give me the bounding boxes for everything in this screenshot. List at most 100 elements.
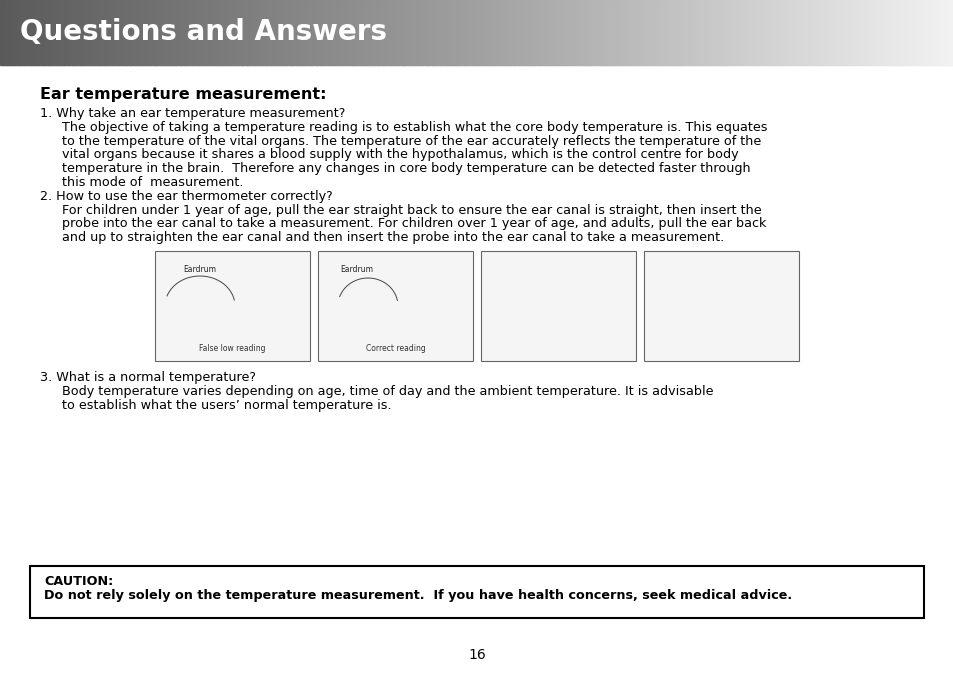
Bar bbox=[720, 0, 723, 65]
Bar bbox=[178, 0, 182, 65]
Bar bbox=[524, 0, 528, 65]
Bar bbox=[233, 0, 237, 65]
Bar bbox=[801, 0, 804, 65]
Bar bbox=[677, 0, 680, 65]
Bar bbox=[355, 0, 358, 65]
Bar bbox=[621, 0, 625, 65]
Bar bbox=[574, 0, 578, 65]
Bar bbox=[729, 0, 733, 65]
Bar bbox=[588, 0, 592, 65]
Bar bbox=[631, 0, 635, 65]
Bar bbox=[764, 0, 768, 65]
Bar bbox=[586, 0, 590, 65]
Bar bbox=[853, 0, 857, 65]
Bar bbox=[254, 0, 258, 65]
Bar bbox=[593, 0, 597, 65]
Bar bbox=[400, 0, 404, 65]
Bar bbox=[888, 0, 892, 65]
Bar bbox=[148, 0, 152, 65]
Bar bbox=[231, 0, 234, 65]
Bar bbox=[351, 0, 354, 65]
Bar bbox=[712, 0, 716, 65]
Bar bbox=[869, 0, 873, 65]
Bar bbox=[643, 0, 647, 65]
Bar bbox=[902, 0, 906, 65]
Bar bbox=[257, 0, 261, 65]
Bar bbox=[381, 0, 385, 65]
Bar bbox=[5, 0, 9, 65]
Bar bbox=[250, 0, 253, 65]
Bar bbox=[726, 0, 730, 65]
Bar bbox=[636, 0, 639, 65]
Bar bbox=[214, 0, 218, 65]
Bar bbox=[865, 0, 868, 65]
Bar bbox=[57, 0, 61, 65]
Bar bbox=[294, 0, 296, 65]
Bar bbox=[88, 0, 91, 65]
Bar bbox=[779, 0, 782, 65]
Bar bbox=[29, 0, 32, 65]
Bar bbox=[845, 0, 849, 65]
Bar bbox=[464, 0, 468, 65]
Bar bbox=[862, 0, 866, 65]
Text: 16: 16 bbox=[468, 648, 485, 662]
Bar bbox=[696, 0, 700, 65]
Bar bbox=[860, 0, 863, 65]
Bar bbox=[443, 0, 447, 65]
Bar bbox=[807, 0, 811, 65]
Bar bbox=[226, 0, 230, 65]
Bar bbox=[791, 0, 795, 65]
Bar bbox=[802, 0, 806, 65]
Bar bbox=[157, 0, 161, 65]
Bar bbox=[531, 0, 535, 65]
Text: vital organs because it shares a blood supply with the hypothalamus, which is th: vital organs because it shares a blood s… bbox=[62, 149, 738, 162]
Bar bbox=[407, 0, 411, 65]
Bar bbox=[772, 0, 776, 65]
Bar bbox=[624, 0, 628, 65]
Bar bbox=[805, 0, 809, 65]
Bar bbox=[924, 0, 928, 65]
Bar bbox=[877, 0, 881, 65]
Bar bbox=[86, 0, 90, 65]
Bar bbox=[910, 0, 914, 65]
Bar bbox=[469, 0, 473, 65]
Bar bbox=[312, 0, 315, 65]
Bar bbox=[173, 0, 177, 65]
Text: Do not rely solely on the temperature measurement.  If you have health concerns,: Do not rely solely on the temperature me… bbox=[44, 589, 791, 602]
Bar bbox=[707, 0, 711, 65]
Bar bbox=[920, 0, 923, 65]
Bar bbox=[475, 0, 477, 65]
Bar bbox=[829, 0, 833, 65]
Bar bbox=[583, 0, 587, 65]
Bar bbox=[681, 0, 685, 65]
Bar bbox=[526, 0, 530, 65]
Bar bbox=[59, 0, 63, 65]
Bar bbox=[898, 0, 902, 65]
Bar bbox=[83, 0, 87, 65]
Bar bbox=[884, 0, 887, 65]
Bar bbox=[200, 0, 204, 65]
Bar bbox=[905, 0, 909, 65]
Bar bbox=[269, 0, 273, 65]
Bar bbox=[753, 0, 757, 65]
Bar bbox=[286, 0, 290, 65]
Bar bbox=[372, 0, 375, 65]
Bar bbox=[107, 0, 111, 65]
Bar bbox=[335, 0, 339, 65]
Text: CAUTION:: CAUTION: bbox=[44, 575, 113, 588]
Bar bbox=[224, 0, 228, 65]
Bar bbox=[410, 0, 414, 65]
Bar bbox=[341, 0, 344, 65]
Bar bbox=[362, 0, 366, 65]
Bar bbox=[821, 0, 825, 65]
Text: Questions and Answers: Questions and Answers bbox=[20, 18, 387, 47]
Bar bbox=[154, 251, 310, 361]
Bar bbox=[483, 0, 487, 65]
Bar bbox=[702, 0, 706, 65]
Bar bbox=[348, 0, 352, 65]
Bar bbox=[762, 0, 766, 65]
Bar bbox=[581, 0, 585, 65]
Bar bbox=[272, 0, 275, 65]
Bar bbox=[186, 0, 190, 65]
Bar bbox=[734, 0, 738, 65]
